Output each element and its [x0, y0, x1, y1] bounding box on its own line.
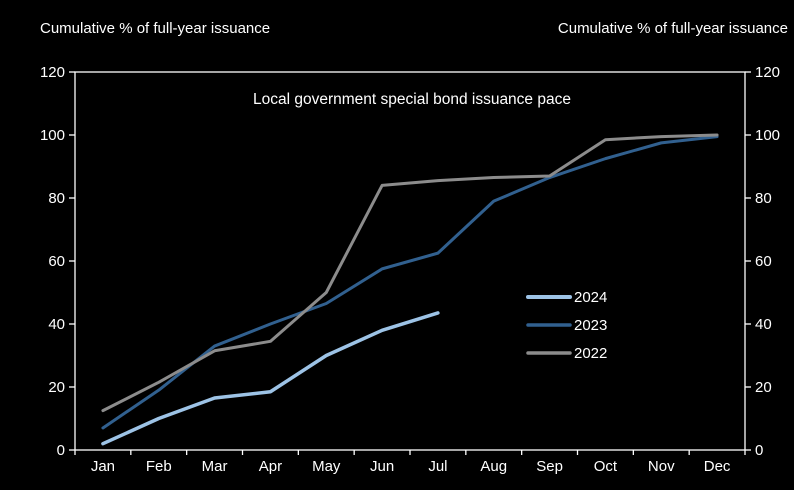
y-axis-label-right: 120 [755, 64, 780, 81]
y-axis-label-left: 0 [57, 442, 65, 459]
legend-label-2024: 2024 [574, 289, 607, 306]
x-axis-label: May [312, 458, 341, 475]
legend-item-2024: 2024 [526, 289, 607, 306]
y-axis-label-left: 20 [48, 379, 65, 396]
x-axis-label: Jun [370, 458, 394, 475]
y-axis-label-left: 40 [48, 316, 65, 333]
series-line-2022 [101, 133, 719, 413]
y-axis-label-right: 80 [755, 190, 772, 207]
x-axis-label: Jan [91, 458, 115, 475]
y-axis-label-left: 60 [48, 253, 65, 270]
x-axis-label: Apr [259, 458, 282, 475]
x-axis-label: Jul [428, 458, 447, 475]
x-axis-label: Oct [594, 458, 618, 475]
legend: 2024 2023 2022 [526, 289, 607, 362]
y-axis-label-left: 100 [40, 127, 65, 144]
y-axis-label-right: 40 [755, 316, 772, 333]
x-axis-label: Dec [704, 458, 731, 475]
chart-title: Local government special bond issuance p… [253, 91, 571, 108]
legend-label-2022: 2022 [574, 345, 607, 362]
series-line-2024 [101, 311, 440, 446]
legend-item-2022: 2022 [526, 345, 607, 362]
x-axis-label: Sep [536, 458, 563, 475]
y-axis-label-right: 60 [755, 253, 772, 270]
left-axis-title: Cumulative % of full-year issuance [40, 20, 270, 37]
x-axis-label: Mar [202, 458, 228, 475]
series-line-2023 [101, 135, 719, 430]
y-axis-label-left: 80 [48, 190, 65, 207]
series-lines [101, 133, 719, 446]
legend-item-2023: 2023 [526, 317, 607, 334]
x-axis-label: Feb [146, 458, 172, 475]
legend-label-2023: 2023 [574, 317, 607, 334]
y-axis-label-left: 120 [40, 64, 65, 81]
y-axis-label-right: 100 [755, 127, 780, 144]
x-axis-label: Aug [480, 458, 507, 475]
right-axis-title: Cumulative % of full-year issuance [558, 20, 788, 37]
y-axis-label-right: 20 [755, 379, 772, 396]
y-axis-label-right: 0 [755, 442, 763, 459]
axes: 0 0 20 20 40 40 60 60 80 80 100 100 120 120 Jan Feb Mar A… [40, 64, 780, 475]
x-axis-label: Nov [648, 458, 675, 475]
